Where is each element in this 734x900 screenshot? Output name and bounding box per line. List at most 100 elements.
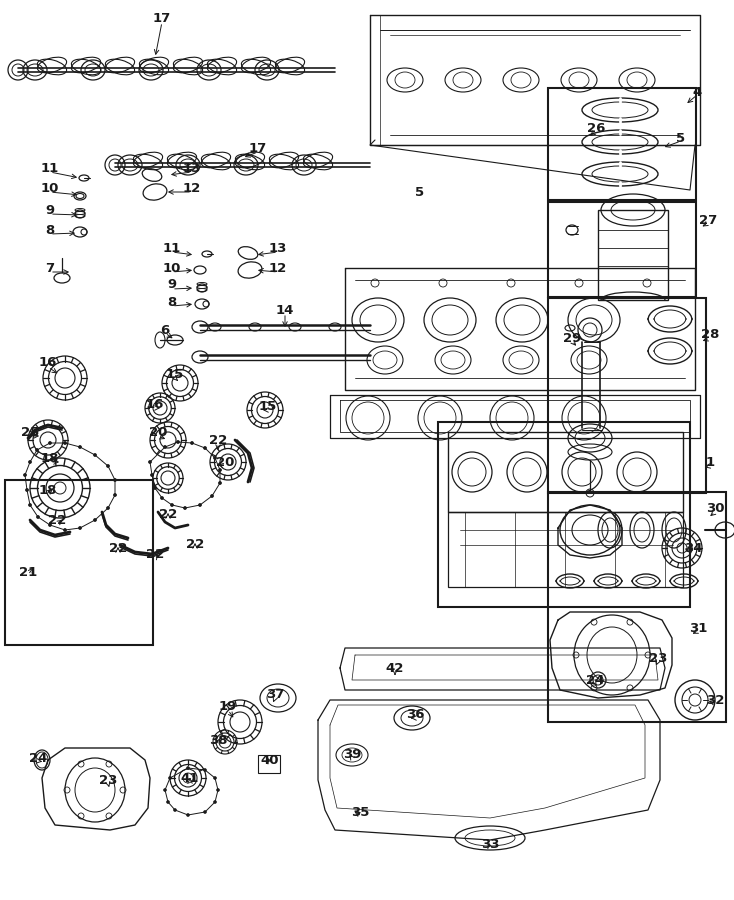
Text: 18: 18	[41, 452, 59, 464]
Circle shape	[203, 446, 206, 449]
Text: 39: 39	[343, 749, 361, 761]
Text: 35: 35	[351, 806, 369, 818]
Circle shape	[169, 777, 172, 779]
Text: 37: 37	[266, 688, 284, 700]
Text: 12: 12	[269, 262, 287, 274]
Circle shape	[29, 503, 32, 507]
Text: 11: 11	[163, 241, 181, 255]
Text: 30: 30	[706, 501, 724, 515]
Circle shape	[219, 482, 222, 484]
Circle shape	[150, 473, 153, 476]
Bar	[448, 432, 683, 512]
Bar	[548, 492, 726, 722]
Text: 19: 19	[219, 699, 237, 713]
Circle shape	[217, 788, 219, 791]
Text: 31: 31	[688, 622, 707, 634]
Circle shape	[148, 461, 151, 464]
Text: 26: 26	[586, 122, 606, 134]
Circle shape	[106, 464, 109, 467]
Text: 36: 36	[406, 708, 424, 722]
Text: 22: 22	[186, 538, 204, 552]
Bar	[448, 512, 683, 587]
Bar	[438, 422, 690, 607]
Circle shape	[153, 487, 156, 490]
Circle shape	[35, 448, 38, 452]
Text: 27: 27	[699, 213, 717, 227]
Circle shape	[186, 814, 189, 816]
Text: 17: 17	[249, 141, 267, 155]
Text: 22: 22	[159, 508, 177, 521]
Circle shape	[26, 489, 29, 491]
Text: 20: 20	[149, 426, 167, 438]
Text: 5: 5	[415, 185, 424, 199]
Circle shape	[114, 479, 117, 482]
Text: 4: 4	[692, 86, 702, 98]
Circle shape	[203, 811, 206, 814]
Circle shape	[23, 473, 26, 476]
Text: 28: 28	[701, 328, 719, 341]
Circle shape	[114, 493, 117, 497]
Text: 11: 11	[41, 161, 59, 175]
Text: 10: 10	[41, 182, 59, 194]
Text: 22: 22	[48, 514, 66, 526]
Text: 24: 24	[586, 673, 604, 687]
Circle shape	[214, 777, 217, 779]
Text: 13: 13	[269, 241, 287, 255]
Text: 23: 23	[99, 773, 117, 787]
Circle shape	[167, 800, 170, 804]
Circle shape	[184, 507, 186, 509]
Text: 29: 29	[563, 331, 581, 345]
Circle shape	[64, 442, 67, 445]
Text: 32: 32	[706, 694, 724, 706]
Bar	[258, 755, 280, 773]
Text: 16: 16	[39, 356, 57, 370]
Circle shape	[198, 503, 202, 507]
Text: 21: 21	[19, 565, 37, 579]
Circle shape	[93, 454, 96, 456]
Circle shape	[161, 497, 164, 500]
Bar	[548, 202, 696, 297]
Circle shape	[29, 461, 32, 464]
Text: 16: 16	[146, 399, 164, 411]
Text: 42: 42	[386, 662, 404, 674]
Text: 6: 6	[160, 323, 170, 337]
Circle shape	[164, 788, 167, 791]
Text: 17: 17	[153, 12, 171, 24]
Circle shape	[37, 516, 40, 518]
Text: 9: 9	[46, 203, 54, 217]
Circle shape	[176, 440, 180, 444]
Text: 8: 8	[167, 295, 177, 309]
Circle shape	[214, 456, 217, 460]
Circle shape	[186, 767, 189, 770]
Circle shape	[48, 442, 51, 445]
Text: 34: 34	[684, 542, 702, 554]
Text: 22: 22	[146, 548, 164, 562]
Circle shape	[203, 769, 206, 771]
Text: 22: 22	[109, 542, 127, 554]
Text: 5: 5	[677, 131, 686, 145]
Circle shape	[64, 528, 67, 532]
Circle shape	[48, 524, 51, 526]
Circle shape	[106, 507, 109, 509]
Circle shape	[191, 442, 194, 445]
Text: 7: 7	[46, 262, 54, 274]
Text: 40: 40	[261, 753, 279, 767]
Text: 18: 18	[39, 483, 57, 497]
Text: 13: 13	[183, 161, 201, 175]
Circle shape	[219, 469, 222, 472]
Text: 10: 10	[163, 262, 181, 274]
Bar	[5, 480, 153, 645]
Bar	[598, 210, 668, 300]
Text: 1: 1	[705, 455, 715, 469]
Circle shape	[79, 526, 81, 529]
Text: 38: 38	[208, 734, 228, 746]
Text: 33: 33	[481, 839, 499, 851]
Bar	[548, 88, 696, 200]
Text: 20: 20	[216, 455, 234, 469]
Text: 12: 12	[183, 182, 201, 194]
Text: 15: 15	[166, 368, 184, 382]
Circle shape	[164, 446, 167, 448]
Text: 23: 23	[649, 652, 667, 664]
Text: 15: 15	[259, 400, 277, 413]
Text: 25: 25	[21, 426, 39, 438]
